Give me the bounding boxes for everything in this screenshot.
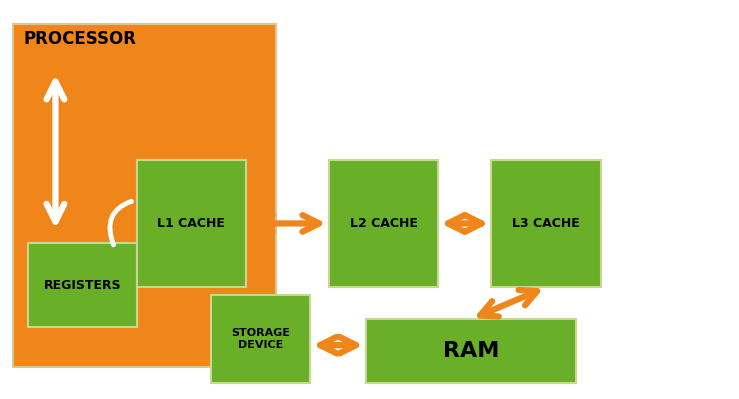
Text: L2 CACHE: L2 CACHE (350, 217, 418, 230)
Text: L1 CACHE: L1 CACHE (157, 217, 225, 230)
FancyBboxPatch shape (366, 319, 576, 383)
Text: STORAGE
DEVICE: STORAGE DEVICE (231, 328, 290, 350)
FancyBboxPatch shape (137, 160, 246, 287)
Text: RAM: RAM (443, 341, 500, 361)
FancyBboxPatch shape (28, 243, 137, 327)
Text: REGISTERS: REGISTERS (44, 279, 122, 292)
FancyBboxPatch shape (211, 295, 310, 383)
FancyBboxPatch shape (491, 160, 601, 287)
Text: L3 CACHE: L3 CACHE (512, 217, 580, 230)
FancyBboxPatch shape (13, 24, 276, 367)
FancyBboxPatch shape (329, 160, 438, 287)
FancyArrowPatch shape (110, 201, 132, 245)
Text: PROCESSOR: PROCESSOR (24, 30, 137, 48)
